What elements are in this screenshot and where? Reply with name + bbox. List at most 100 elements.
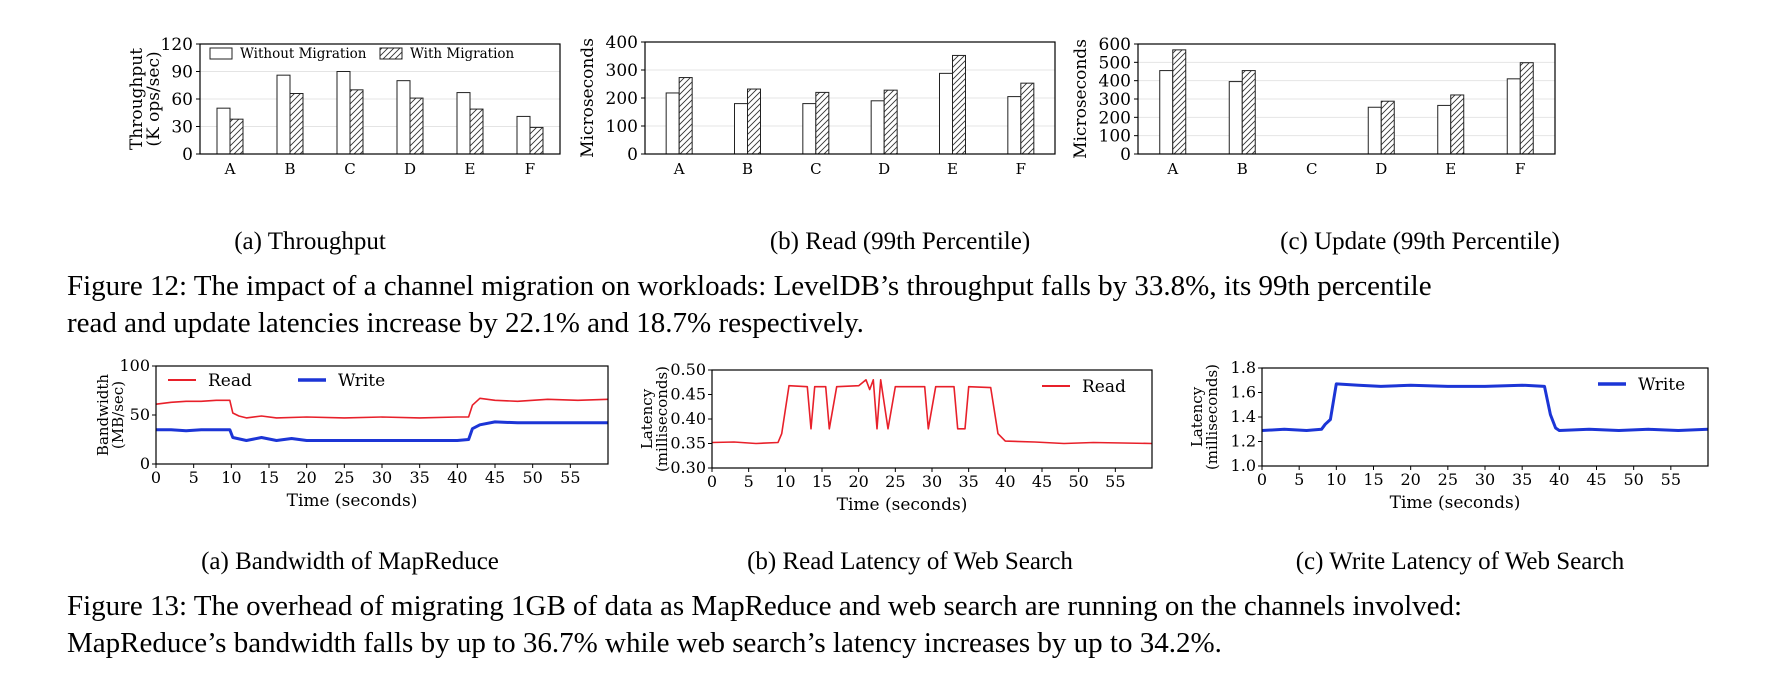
fig13c-ytick-0: 1.0	[1231, 456, 1256, 475]
fig12a-legend-label-1: With Migration	[410, 46, 515, 62]
fig12b-subcaption: (b) Read (99th Percentile)	[769, 228, 1031, 255]
fig13a-bandwidth-chart: 0 5 10 15 20 25 30 35 40 45 50 55 0 50 100 Time (second…	[94, 356, 609, 511]
fig13c-xtick-8: 40	[1549, 470, 1569, 489]
fig12b-ytick-3: 300	[606, 61, 638, 81]
fig12c-ytick-6: 600	[1099, 35, 1131, 55]
fig12b-xtick-E: E	[947, 160, 958, 178]
fig12a-bar-with-D	[409, 97, 424, 155]
fig12b-bar-without-D	[870, 100, 885, 155]
fig13b-ylabel-0: Latency	[638, 388, 656, 449]
fig13b-xtick-6: 30	[922, 472, 942, 491]
fig13b-series-read	[711, 378, 1153, 445]
fig12b-xtick-B: B	[742, 160, 753, 178]
fig12b-bar-without-C	[802, 103, 817, 155]
fig13b-ytick-2: 0.40	[670, 409, 706, 428]
fig12b-bar-with-D	[883, 89, 898, 155]
fig12a-bar-without-C	[336, 71, 351, 155]
fig12b-xtick-C: C	[810, 160, 821, 178]
fig12c-bar-with-D	[1380, 100, 1395, 155]
fig12a-ytick-3: 90	[171, 63, 193, 83]
fig12b-ytick-1: 100	[606, 117, 638, 137]
fig12c-bar-with-B	[1241, 70, 1256, 155]
fig13c-xtick-9: 45	[1586, 470, 1606, 489]
fig12a-xtick-C: C	[344, 160, 355, 178]
fig13a-series-write	[156, 420, 608, 442]
fig12c-xtick-C: C	[1306, 160, 1317, 178]
fig13a-xtick-2: 10	[221, 468, 241, 487]
fig12a-ylabel-1: (K ops/sec)	[144, 51, 164, 146]
figure12-caption-line1: Figure 12: The impact of a channel migra…	[67, 270, 1432, 302]
fig12c-ytick-4: 400	[1099, 72, 1131, 92]
fig12a-bar-without-D	[396, 80, 411, 155]
fig13c-ytick-3: 1.6	[1231, 383, 1256, 402]
fig13b-read-latency-chart: 0 5 10 15 20 25 30 35 40 45 50 55 0.30 0.35 0.40 0.45 0.…	[638, 360, 1153, 515]
fig13c-ytick-4: 1.8	[1231, 358, 1256, 377]
fig13c-legend-label-0: Write	[1638, 375, 1685, 395]
fig12a-legend-swatch-0	[209, 47, 233, 60]
fig12c-bar-without-A	[1159, 70, 1174, 155]
fig12b-bar-without-F	[1007, 96, 1022, 155]
fig13a-xtick-1: 5	[189, 468, 199, 487]
fig13b-xtick-9: 45	[1032, 472, 1052, 491]
fig13a-subcaption: (a) Bandwidth of MapReduce	[201, 548, 499, 575]
fig12b-xtick-A: A	[673, 160, 685, 178]
fig13c-ylabel-0: Latency	[1188, 386, 1206, 447]
fig12c-bar-with-F	[1519, 62, 1534, 155]
fig12a-bar-with-A	[229, 118, 244, 155]
fig13b-xtick-5: 25	[885, 472, 905, 491]
fig12c-xtick-A: A	[1166, 160, 1178, 178]
fig13c-write-latency-chart: 0 5 10 15 20 25 30 35 40 45 50 55 1.0 1.2 1.4 1.6 1.8 Tim…	[1188, 358, 1709, 513]
fig13a-xtick-7: 35	[409, 468, 429, 487]
figure12-caption: Figure 12: The impact of a channel migra…	[67, 268, 1767, 342]
fig13c-xtick-3: 15	[1363, 470, 1383, 489]
fig12b-xtick-F: F	[1016, 160, 1026, 178]
fig13a-ylabel-0: Bandwidth	[94, 374, 112, 456]
fig12a-bar-without-F	[516, 115, 531, 155]
fig13a-xtick-0: 0	[151, 468, 161, 487]
fig12a-xtick-E: E	[465, 160, 476, 178]
fig12c-subcaption: (c) Update (99th Percentile)	[1280, 228, 1560, 255]
fig12a-bar-without-A	[216, 107, 231, 155]
fig12c-ytick-2: 200	[1099, 108, 1131, 128]
fig12b-bar-with-F	[1020, 82, 1035, 155]
fig12b-bar-without-E	[939, 72, 953, 155]
fig12b-bar-with-A	[678, 77, 693, 155]
fig13a-xtick-6: 30	[372, 468, 392, 487]
fig13a-xtick-8: 40	[447, 468, 467, 487]
fig12b-bar-with-E	[952, 54, 966, 155]
fig13a-xtick-5: 25	[334, 468, 354, 487]
fig13c-xtick-4: 20	[1400, 470, 1420, 489]
fig13a-series-read	[155, 397, 609, 419]
fig13a-ytick-0: 0	[140, 454, 150, 473]
fig13b-xtick-10: 50	[1068, 472, 1088, 491]
fig12c-ytick-5: 500	[1099, 53, 1131, 73]
fig13a-legend-label-0: Read	[208, 371, 252, 391]
fig13b-ylabel-1: (milliseconds)	[653, 366, 671, 472]
fig13a-xtick-9: 45	[485, 468, 505, 487]
fig13b-xtick-7: 35	[958, 472, 978, 491]
fig12c-xtick-D: D	[1375, 160, 1387, 178]
fig12a-bar-with-C	[349, 89, 364, 155]
fig12c-bar-without-D	[1367, 106, 1382, 155]
fig12b-read-latency-chart: A B C D E F 0 100 200 300 400 Microseconds	[578, 33, 1056, 178]
fig13c-xtick-7: 35	[1512, 470, 1532, 489]
fig12b-ylabel-0: Microseconds	[578, 38, 598, 158]
fig12a-xtick-D: D	[404, 160, 416, 178]
fig12a-legend-swatch-1	[379, 47, 403, 60]
fig13c-xtick-10: 50	[1623, 470, 1643, 489]
figure13-caption: Figure 13: The overhead of migrating 1GB…	[67, 588, 1767, 662]
fig12c-xtick-F: F	[1515, 160, 1525, 178]
fig13b-ytick-4: 0.50	[670, 360, 706, 379]
fig12a-xtick-F: F	[525, 160, 535, 178]
fig12b-ytick-4: 400	[606, 33, 638, 53]
fig13b-ytick-0: 0.30	[670, 458, 706, 477]
fig12c-bar-without-E	[1437, 104, 1452, 155]
fig13c-xtick-1: 5	[1294, 470, 1304, 489]
fig13c-subcaption: (c) Write Latency of Web Search	[1295, 548, 1625, 575]
fig12a-throughput-chart: A B C D E F 0 30 60 90 120 Throughput(K ops/sec) Wit…	[127, 35, 561, 178]
fig12c-ytick-1: 100	[1099, 127, 1131, 147]
figure13-caption-line2: MapReduce’s bandwidth falls by up to 36.…	[67, 627, 1222, 659]
fig12b-bar-without-B	[734, 103, 748, 155]
fig12a-subcaption: (a) Throughput	[234, 228, 386, 255]
